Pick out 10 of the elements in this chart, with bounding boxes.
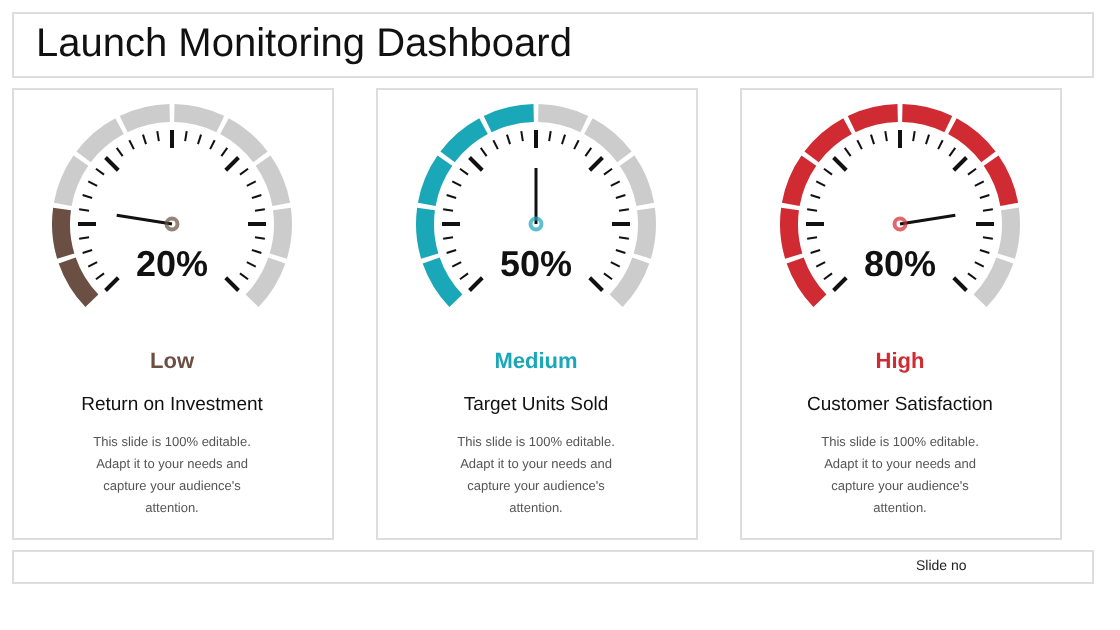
text: Launch Monitoring Dashboard [36,22,572,66]
category-label: Low [150,350,195,374]
data-label: 20% [135,244,209,284]
category-label: Medium [494,350,578,374]
text: Customer Satisfaction [807,394,993,416]
category-label: High [875,350,925,374]
text: Target Units Sold [463,394,609,416]
text: Return on Investment [81,394,264,416]
data-label: 80% [863,244,937,284]
data-label: 50% [499,244,573,284]
